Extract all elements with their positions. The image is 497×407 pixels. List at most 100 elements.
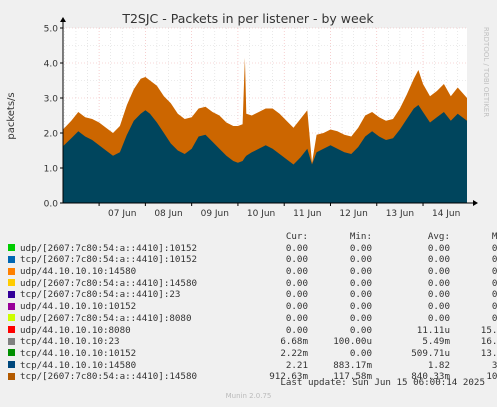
legend-swatch xyxy=(8,244,15,252)
legend-series-name: tcp/44.10.10.10:14580 xyxy=(8,360,244,372)
legend-value-max: 0.00 xyxy=(491,301,497,313)
munin-version: Munin 2.0.75 xyxy=(225,392,272,400)
legend-value-min: 0.00 xyxy=(349,347,372,359)
legend-series-name: tcp/44.10.10.10:23 xyxy=(8,336,244,348)
legend-series-name: tcp/44.10.10.10:10152 xyxy=(8,348,244,360)
x-tick-label: 10 Jun xyxy=(247,209,275,219)
legend-row: udp/[2607:7c80:54:a::4410]:8080 0.00 0.00 0… xyxy=(8,312,497,325)
y-axis-arrow xyxy=(60,17,66,22)
chart-svg: T2SJC - Packets in per listener - by wee… xyxy=(6,11,490,219)
legend-series-label: udp/44.10.10.10:14580 xyxy=(20,266,137,278)
legend-row: tcp/44.10.10.10:23 6.68m 100.00u 5.49m 16.26… xyxy=(8,336,497,348)
legend-row: udp/[2607:7c80:54:a::4410]:14580 0.00 0.00… xyxy=(8,277,497,290)
legend-series-label: tcp/[2607:7c80:54:a::4410]:10152 xyxy=(20,254,198,266)
y-tick-label: 2.0 xyxy=(44,130,59,140)
legend-value-max: 3.40 xyxy=(491,359,497,371)
legend-series-name: udp/[2607:7c80:54:a::4410]:14580 xyxy=(8,278,244,290)
legend-swatch xyxy=(8,290,15,298)
legend-value-max: 15.94m xyxy=(480,324,497,336)
legend-value-avg: 0.00 xyxy=(427,277,450,289)
legend-row: tcp/44.10.10.10:10152 2.22m 0.00 509.71u 13.… xyxy=(8,347,497,360)
legend-value-max: 13.24m xyxy=(480,347,497,359)
legend-swatch xyxy=(8,267,15,275)
legend-value-avg: 5.49m xyxy=(422,336,450,348)
x-tick-label: 09 Jun xyxy=(201,209,229,219)
legend-row: tcp/[2607:7c80:54:a::4410]:23 0.00 0.00 0.0… xyxy=(8,289,497,301)
legend-series-label: tcp/44.10.10.10:14580 xyxy=(20,359,137,371)
legend-value-cur: 0.00 xyxy=(285,312,308,324)
legend-value-min: 0.00 xyxy=(349,254,372,266)
legend-row: tcp/[2607:7c80:54:a::4410]:10152 0.00 0.00… xyxy=(8,254,497,266)
plot-area: 0.0 1.0 2.0 3.0 4.0 5.0 07 Jun 08 Jun 09 Jun 10 J… xyxy=(44,17,478,219)
legend-value-avg: 0.00 xyxy=(427,254,450,266)
legend-value-min: 0.00 xyxy=(349,266,372,278)
chart-title: T2SJC - Packets in per listener - by wee… xyxy=(121,11,374,26)
legend-value-max: 16.26m xyxy=(480,336,497,348)
legend-value-max: 0.00 xyxy=(491,254,497,266)
legend-header-max: Max: xyxy=(491,231,497,242)
legend-value-cur: 0.00 xyxy=(285,289,308,301)
legend-value-cur: 0.00 xyxy=(285,254,308,266)
legend-value-max: 0.00 xyxy=(491,289,497,301)
legend-rows: udp/[2607:7c80:54:a::4410]:10152 0.00 0.00… xyxy=(8,242,497,383)
legend-value-avg: 0.00 xyxy=(427,289,450,301)
legend-value-avg: 0.00 xyxy=(427,312,450,324)
legend-series-label: tcp/[2607:7c80:54:a::4410]:23 xyxy=(20,289,181,301)
legend-series-label: udp/[2607:7c80:54:a::4410]:8080 xyxy=(20,312,192,324)
legend-swatch xyxy=(8,279,15,287)
legend-series-label: tcp/44.10.10.10:23 xyxy=(20,336,120,348)
legend-value-max: 0.00 xyxy=(491,277,497,289)
x-axis-arrow xyxy=(473,200,478,206)
legend-value-cur: 6.68m xyxy=(280,336,308,348)
x-tick-label: 07 Jun xyxy=(108,209,136,219)
legend-value-max: 0.00 xyxy=(491,242,497,254)
legend-value-min: 100.00u xyxy=(333,336,372,348)
legend-row: udp/44.10.10.10:8080 0.00 0.00 11.11u 15.94m xyxy=(8,324,497,337)
legend-row: udp/[2607:7c80:54:a::4410]:10152 0.00 0.00… xyxy=(8,242,497,255)
legend-series-label: udp/44.10.10.10:8080 xyxy=(20,324,131,336)
legend-series-label: tcp/44.10.10.10:10152 xyxy=(20,347,137,359)
legend-value-max: 0.00 xyxy=(491,266,497,278)
y-tick-label: 3.0 xyxy=(44,95,59,105)
legend-series-label: udp/44.10.10.10:10152 xyxy=(20,301,137,313)
legend-row: udp/44.10.10.10:14580 0.00 0.00 0.00 0.00 xyxy=(8,266,497,278)
legend-header-spacer xyxy=(8,231,244,243)
legend-value-min: 0.00 xyxy=(349,277,372,289)
legend-value-min: 883.17m xyxy=(333,359,372,371)
legend-value-cur: 0.00 xyxy=(285,277,308,289)
legend-value-avg: 0.00 xyxy=(427,266,450,278)
legend-row: tcp/[2607:7c80:54:a::4410]:14580 912.63m 1… xyxy=(8,371,497,383)
legend-value-cur: 0.00 xyxy=(285,301,308,313)
x-tick-label: 13 Jun xyxy=(386,209,414,219)
legend-series-name: tcp/[2607:7c80:54:a::4410]:10152 xyxy=(8,254,244,266)
y-axis-label: packets/s xyxy=(6,92,17,139)
legend-series-name: udp/44.10.10.10:8080 xyxy=(8,325,244,337)
legend-header-cur: Cur: xyxy=(285,231,308,242)
legend-swatch xyxy=(8,326,15,333)
legend-value-min: 0.00 xyxy=(349,324,372,336)
legend-value-max: 10.06 xyxy=(486,371,497,383)
legend-value-cur: 0.00 xyxy=(285,324,308,336)
legend-header-avg: Avg: xyxy=(427,231,450,242)
legend-value-avg: 0.00 xyxy=(427,242,450,254)
legend-series-label: tcp/[2607:7c80:54:a::4410]:14580 xyxy=(20,371,198,383)
legend-value-avg: 0.00 xyxy=(427,301,450,313)
legend-row: tcp/44.10.10.10:14580 2.21 883.17m 1.82 3.40 xyxy=(8,359,497,372)
legend-series-name: udp/44.10.10.10:14580 xyxy=(8,266,244,278)
x-tick-label: 11 Jun xyxy=(293,209,321,219)
legend-swatch xyxy=(8,255,15,263)
legend-series-label: udp/[2607:7c80:54:a::4410]:14580 xyxy=(20,277,198,289)
legend-swatch xyxy=(8,314,15,322)
legend-value-avg: 509.71u xyxy=(411,347,450,359)
legend-swatch xyxy=(8,372,15,380)
legend-header-min: Min: xyxy=(349,231,372,242)
x-tick-label: 14 Jun xyxy=(432,209,460,219)
y-tick-label: 4.0 xyxy=(44,60,59,70)
y-tick-label: 5.0 xyxy=(44,25,59,35)
legend-value-min: 117.58m xyxy=(333,371,372,383)
legend-swatch xyxy=(8,349,15,357)
legend-header: Cur: Min: Avg: Max: xyxy=(8,231,497,243)
legend-value-min: 0.00 xyxy=(349,312,372,324)
x-tick-label: 08 Jun xyxy=(154,209,182,219)
